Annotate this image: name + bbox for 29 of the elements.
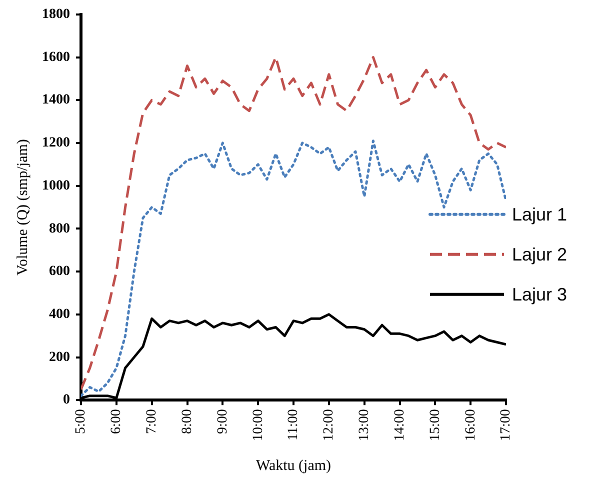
legend-label: Lajur 2 <box>512 244 568 264</box>
line-series <box>81 56 506 391</box>
y-axis-title: Volume (Q) (smp/jam) <box>14 139 31 276</box>
y-tick-label: 1000 <box>42 178 70 194</box>
x-tick-label: 13:00 <box>357 409 372 441</box>
y-tick-label: 400 <box>49 307 70 322</box>
legend-label: Lajur 3 <box>512 284 568 304</box>
x-tick-label: 9:00 <box>215 409 230 434</box>
y-tick-label: 1600 <box>42 50 70 65</box>
legend-label: Lajur 1 <box>512 204 568 224</box>
y-tick-label: 200 <box>49 350 70 365</box>
x-tick-label: 12:00 <box>322 409 337 441</box>
y-tick-label: 1400 <box>42 92 70 108</box>
x-tick-label: 17:00 <box>498 409 514 441</box>
y-tick-label: 800 <box>49 221 70 236</box>
x-tick-label: 15:00 <box>428 409 443 441</box>
x-tick-label: 16:00 <box>463 409 478 441</box>
x-tick-label: 10:00 <box>250 409 266 441</box>
y-tick-label: 1800 <box>42 7 70 22</box>
x-tick-label: 7:00 <box>144 409 160 434</box>
x-axis-title: Waktu (jam) <box>256 458 332 474</box>
x-tick-label: 5:00 <box>74 409 89 434</box>
y-tick-label: 1200 <box>42 136 70 151</box>
x-tick-label: 8:00 <box>180 409 195 434</box>
x-tick-label: 6:00 <box>109 409 124 434</box>
x-tick-label: 14:00 <box>392 409 408 441</box>
y-tick-label: 600 <box>49 264 70 280</box>
x-tick-label: 11:00 <box>286 409 302 440</box>
y-tick-label: 0 <box>63 392 70 408</box>
